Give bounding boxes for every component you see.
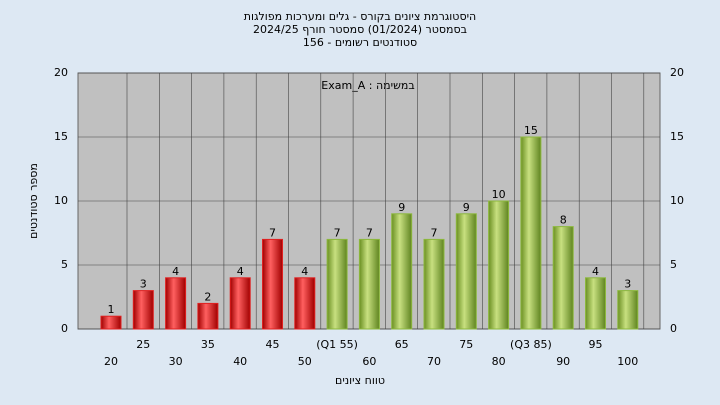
value-label: 3 xyxy=(140,278,147,291)
value-label: 2 xyxy=(204,290,211,303)
value-label: 4 xyxy=(301,265,308,278)
y2-tick-label: 10 xyxy=(670,194,684,207)
x-tick-label: 45 xyxy=(266,338,280,351)
x-tick-label: 70 xyxy=(427,355,441,368)
value-label: 8 xyxy=(560,214,567,227)
x-tick-label: 75 xyxy=(459,338,473,351)
bar xyxy=(617,290,639,330)
value-label: 7 xyxy=(366,226,373,239)
bar xyxy=(358,238,380,330)
bar xyxy=(165,277,187,330)
bar xyxy=(229,277,251,330)
value-label: 7 xyxy=(269,226,276,239)
y-tick-label: 0 xyxy=(61,322,68,335)
chart-title: היסטוגרמת ציונים בקורס - גלים ומערכות מפ… xyxy=(244,10,476,23)
bar xyxy=(520,136,542,330)
x-tick-label: 50 xyxy=(298,355,312,368)
x-axis-label: טווח ציונים xyxy=(335,374,385,387)
bar xyxy=(488,200,510,330)
y-tick-label: 10 xyxy=(54,194,68,207)
bar xyxy=(294,277,316,330)
chart-subtitle: סטודנטים רשומים - 156 xyxy=(303,36,417,49)
bar xyxy=(100,315,122,330)
bar xyxy=(326,238,348,330)
value-label: 4 xyxy=(592,265,599,278)
value-label: 3 xyxy=(624,278,631,291)
x-tick-label: 30 xyxy=(169,355,183,368)
value-label: 15 xyxy=(524,124,538,137)
value-label: 9 xyxy=(398,201,405,214)
y2-tick-label: 15 xyxy=(670,130,684,143)
value-label: 7 xyxy=(431,226,438,239)
bar xyxy=(455,213,477,330)
x-tick-label: 95 xyxy=(589,338,603,351)
y-tick-label: 20 xyxy=(54,66,68,79)
annotation: במשימה : Exam_A xyxy=(321,79,414,92)
y-tick-label: 5 xyxy=(61,258,68,271)
value-label: 9 xyxy=(463,201,470,214)
x-tick-label: 65 xyxy=(395,338,409,351)
x-tick-label: 35 xyxy=(201,338,215,351)
chart-subtitle: בסמסטר (01/2024) סמסטר חורף 2024/25 xyxy=(253,23,467,36)
bar xyxy=(132,290,154,330)
x-tick-label: (Q3 85) xyxy=(510,338,552,351)
x-tick-label: 100 xyxy=(617,355,638,368)
x-tick-label: 80 xyxy=(492,355,506,368)
value-label: 10 xyxy=(492,188,506,201)
x-tick-label: 40 xyxy=(233,355,247,368)
bar xyxy=(262,238,283,330)
bar xyxy=(423,238,445,330)
x-tick-label: 90 xyxy=(556,355,570,368)
y2-tick-label: 5 xyxy=(670,258,677,271)
bar xyxy=(585,277,606,330)
value-label: 7 xyxy=(334,226,341,239)
y2-tick-label: 0 xyxy=(670,322,677,335)
y2-tick-label: 20 xyxy=(670,66,684,79)
value-label: 1 xyxy=(108,303,115,316)
value-label: 4 xyxy=(172,265,179,278)
y-tick-label: 15 xyxy=(54,130,68,143)
y-axis-label: מספר סטודנטים xyxy=(27,163,40,239)
x-tick-label: 60 xyxy=(362,355,376,368)
bar xyxy=(197,302,219,330)
bar xyxy=(552,226,574,330)
x-tick-label: (Q1 55) xyxy=(316,338,358,351)
x-tick-label: 25 xyxy=(136,338,150,351)
value-label: 4 xyxy=(237,265,244,278)
bar xyxy=(391,213,413,330)
x-tick-label: 20 xyxy=(104,355,118,368)
